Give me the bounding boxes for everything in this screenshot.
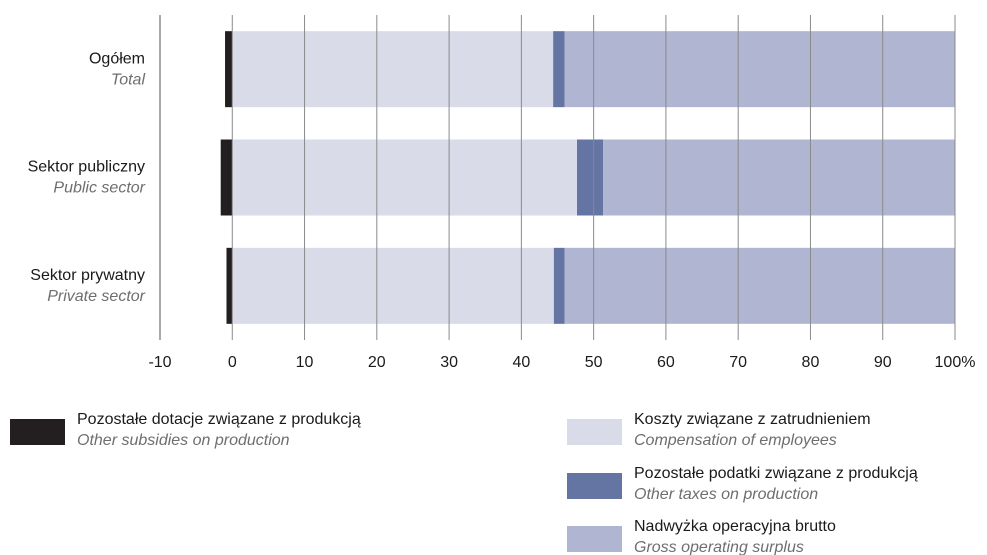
x-tick-label: 60 (657, 354, 675, 371)
bar-segment (220, 139, 233, 216)
x-tick-label: 50 (585, 354, 603, 371)
legend-label-en: Gross operating surplus (634, 539, 804, 555)
bar-segment (226, 247, 233, 324)
x-tick-label: 30 (440, 354, 458, 371)
category-label: Ogółem (89, 50, 145, 67)
bar-segment (564, 31, 955, 108)
bar-segment (553, 247, 565, 324)
legend-label-en: Compensation of employees (634, 432, 837, 449)
x-tick-label: -10 (148, 354, 171, 371)
legend-label: Pozostałe dotacje związane z produkcją (77, 411, 361, 428)
legend-swatch (10, 419, 65, 445)
legend-label: Nadwyżka operacyjna brutto (634, 518, 836, 535)
x-tick-label: 40 (512, 354, 530, 371)
category-label-en: Private sector (47, 288, 145, 305)
legend-label-en: Other taxes on production (634, 486, 818, 503)
bar-segment (232, 31, 554, 108)
bar-segment (577, 139, 604, 216)
legend-swatch (567, 473, 622, 499)
category-label-en: Public sector (53, 180, 145, 197)
bar-segment (603, 139, 955, 216)
x-tick-label: 80 (802, 354, 820, 371)
x-tick-label: 70 (729, 354, 747, 371)
x-tick-label: 0 (228, 354, 237, 371)
x-tick-label: 20 (368, 354, 386, 371)
legend-label-en: Other subsidies on production (77, 432, 290, 449)
bar-segment (553, 31, 565, 108)
x-tick-label: 90 (874, 354, 892, 371)
legend-label: Koszty związane z zatrudnieniem (634, 411, 871, 428)
category-label: Sektor prywatny (30, 267, 145, 284)
legend-swatch (567, 526, 622, 552)
category-label-en: Total (111, 71, 146, 88)
x-tick-label: 100% (935, 354, 976, 371)
bar-segment (564, 247, 955, 324)
legend-swatch (567, 419, 622, 445)
x-tick-label: 10 (296, 354, 314, 371)
bar-segment (232, 139, 578, 216)
bar-segment (232, 247, 554, 324)
bar-segment (225, 31, 233, 108)
category-label: Sektor publiczny (28, 159, 145, 176)
legend-label: Pozostałe podatki związane z produkcją (634, 465, 918, 482)
